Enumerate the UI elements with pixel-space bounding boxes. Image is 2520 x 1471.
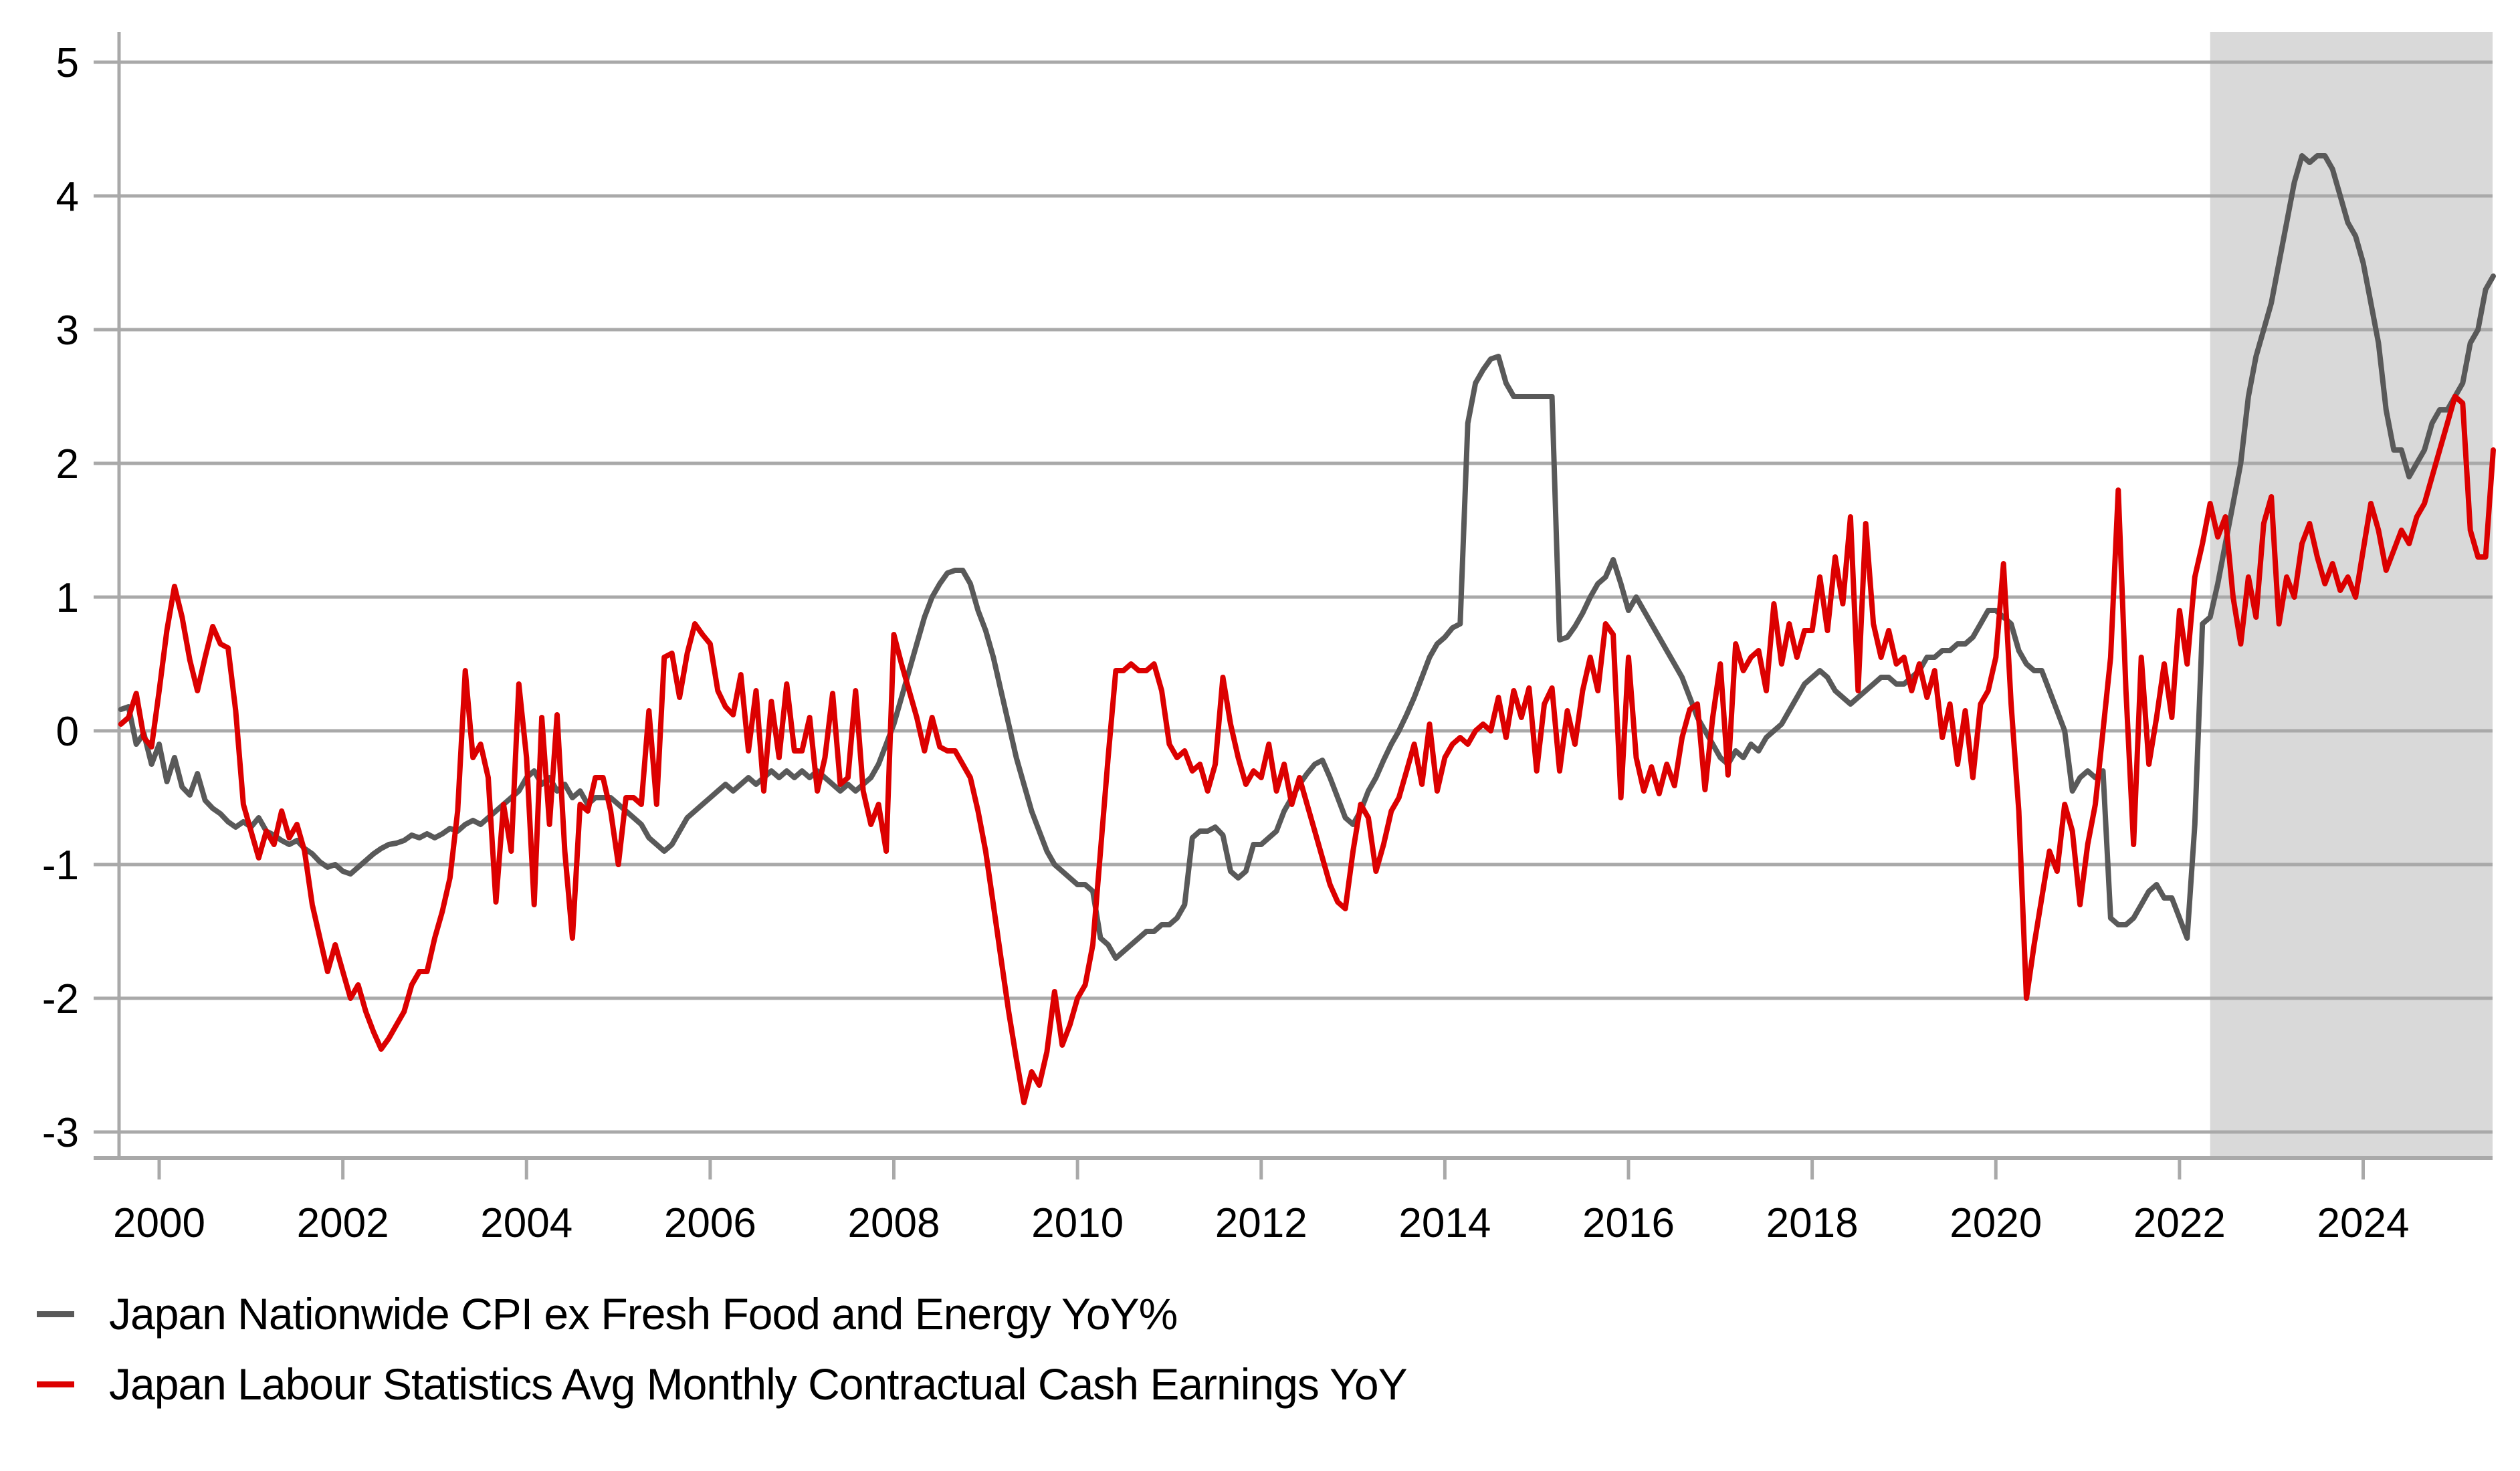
- x-axis-label: 2022: [2133, 1200, 2226, 1246]
- legend-item-cpi: Japan Nationwide CPI ex Fresh Food and E…: [37, 1285, 1407, 1343]
- x-axis-label: 2020: [1950, 1200, 2042, 1246]
- earnings-legend-label: Japan Labour Statistics Avg Monthly Cont…: [109, 1359, 1408, 1409]
- legend: Japan Nationwide CPI ex Fresh Food and E…: [37, 1285, 1408, 1426]
- y-axis-labels: 5 4 3 2 1 0 -1 -2 -3: [42, 40, 79, 1156]
- cpi-line-swatch: [37, 1311, 74, 1317]
- y-axis-label: 5: [56, 40, 79, 86]
- x-axis-label: 2004: [480, 1200, 572, 1246]
- x-axis-label: 2016: [1582, 1200, 1675, 1246]
- x-axis-label: 2008: [848, 1200, 940, 1246]
- x-axis-label: 2018: [1766, 1200, 1859, 1246]
- gridlines: [94, 60, 2493, 1134]
- y-axis-label: -2: [42, 976, 79, 1022]
- cpi-series-line: [118, 153, 2496, 961]
- y-axis-label: -3: [42, 1110, 79, 1156]
- earnings-line-swatch: [37, 1381, 74, 1387]
- y-axis-label: 4: [56, 174, 79, 220]
- x-axis-labels: 2000 2002 2004 2006 2008 2010 2012 2014 2016 2018…: [113, 1200, 2409, 1246]
- x-axis-ticks: [157, 1158, 2366, 1179]
- legend-item-earnings: Japan Labour Statistics Avg Monthly Cont…: [37, 1355, 1408, 1413]
- y-axis-label: 2: [56, 441, 79, 487]
- cpi-legend-label: Japan Nationwide CPI ex Fresh Food and E…: [109, 1289, 1178, 1339]
- x-axis-label: 2014: [1398, 1200, 1491, 1246]
- x-axis-label: 2024: [2317, 1200, 2410, 1246]
- x-axis-label: 2000: [113, 1200, 205, 1246]
- x-axis-label: 2006: [664, 1200, 756, 1246]
- y-axis-label: -1: [42, 842, 79, 889]
- y-axis-label: 3: [56, 308, 79, 354]
- earnings-series-line: [118, 394, 2496, 1105]
- x-axis-label: 2010: [1031, 1200, 1124, 1246]
- y-axis-label: 0: [56, 709, 79, 755]
- x-axis-label: 2002: [297, 1200, 389, 1246]
- y-axis-label: 1: [56, 575, 79, 621]
- x-axis-label: 2012: [1215, 1200, 1307, 1246]
